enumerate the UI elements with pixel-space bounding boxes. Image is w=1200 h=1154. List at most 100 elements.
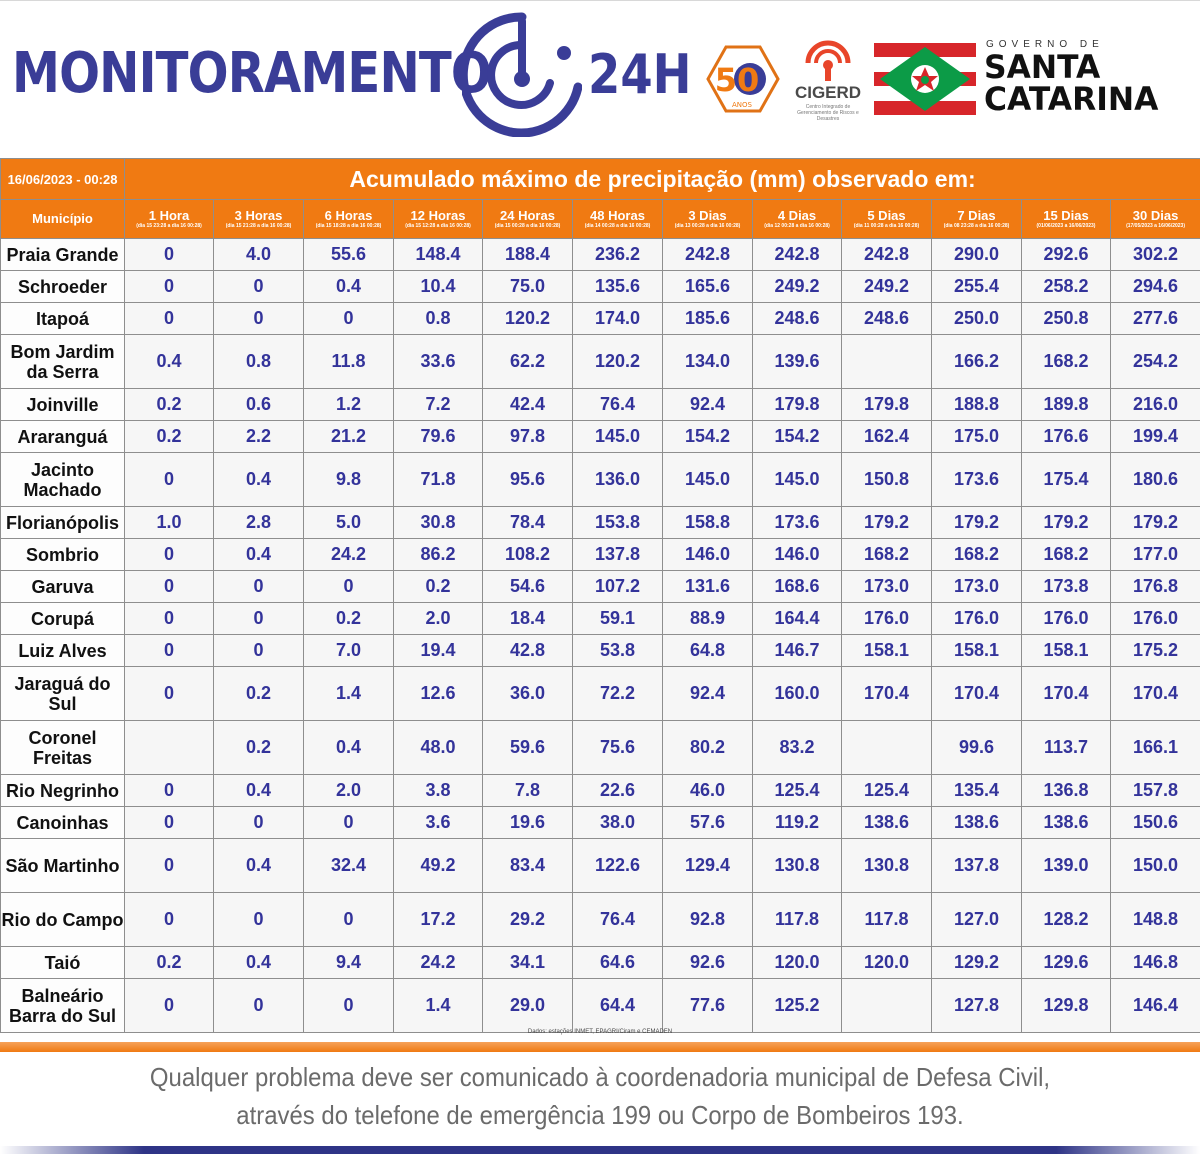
precipitation-value: 138.6 — [1021, 806, 1111, 839]
precipitation-value: 11.8 — [303, 334, 394, 389]
precipitation-value: 173.8 — [1021, 570, 1111, 603]
precipitation-value: 95.6 — [482, 452, 573, 507]
precipitation-value: 0 — [303, 806, 394, 839]
precipitation-value: 29.2 — [482, 892, 573, 947]
precipitation-value: 168.2 — [1021, 334, 1111, 389]
precipitation-value — [841, 334, 932, 389]
precipitation-value: 177.0 — [1109, 538, 1200, 571]
precipitation-value: 120.0 — [752, 946, 842, 979]
precipitation-value: 129.4 — [662, 838, 753, 893]
precipitation-value: 83.4 — [482, 838, 573, 893]
precipitation-value: 83.2 — [752, 720, 842, 775]
table-row: Rio do Campo 0 0 0 17.2 29.2 76.4 92.8 117.8 117.… — [0, 892, 1200, 947]
precipitation-value: 135.4 — [931, 774, 1022, 807]
precipitation-value: 10.4 — [393, 270, 483, 303]
precipitation-value: 7.0 — [303, 634, 394, 667]
precipitation-value: 117.8 — [841, 892, 932, 947]
precipitation-value: 216.0 — [1109, 388, 1200, 421]
precipitation-value: 146.0 — [752, 538, 842, 571]
table-row: Joinville 0.2 0.6 1.2 7.2 42.4 76.4 92.4 179.8 17… — [0, 388, 1200, 421]
period-range: (dia 14 00:28 a dia 16 00:28) — [584, 222, 651, 229]
precipitation-value: 0 — [124, 452, 214, 507]
precipitation-value: 21.2 — [303, 420, 394, 453]
precipitation-value — [124, 720, 214, 775]
precipitation-value: 302.2 — [1109, 238, 1200, 271]
precipitation-value: 168.2 — [1021, 538, 1111, 571]
precipitation-value: 7.8 — [482, 774, 573, 807]
precipitation-value: 255.4 — [931, 270, 1022, 303]
precipitation-value: 0 — [213, 978, 304, 1033]
municipality-name: Rio Negrinho — [0, 774, 125, 807]
period-header: 5 Dias (dia 11 00:28 a dia 16 00:28) — [841, 199, 932, 239]
precipitation-value: 131.6 — [662, 570, 753, 603]
precipitation-value: 0 — [124, 634, 214, 667]
precipitation-value: 92.4 — [662, 388, 753, 421]
precipitation-value: 64.6 — [572, 946, 663, 979]
table-row: Taió 0.2 0.4 9.4 24.2 34.1 64.6 92.6 120.0 120.0 1… — [0, 946, 1200, 979]
precipitation-value: 38.0 — [572, 806, 663, 839]
precipitation-value: 24.2 — [303, 538, 394, 571]
precipitation-value: 22.6 — [572, 774, 663, 807]
precipitation-value: 0 — [213, 302, 304, 335]
precipitation-value: 80.2 — [662, 720, 753, 775]
precipitation-value: 189.8 — [1021, 388, 1111, 421]
precipitation-value: 0 — [124, 570, 214, 603]
precipitation-value: 55.6 — [303, 238, 394, 271]
precipitation-value: 249.2 — [841, 270, 932, 303]
precipitation-value: 77.6 — [662, 978, 753, 1033]
municipality-name: Bom Jardim da Serra — [0, 334, 125, 389]
precipitation-value: 0 — [303, 302, 394, 335]
precipitation-value: 0 — [124, 892, 214, 947]
anniversary-word: ANOS — [732, 101, 753, 109]
precipitation-value: 0 — [124, 270, 214, 303]
precipitation-value: 292.6 — [1021, 238, 1111, 271]
precipitation-value: 176.0 — [841, 602, 932, 635]
precipitation-value: 122.6 — [572, 838, 663, 893]
precipitation-value: 173.0 — [931, 570, 1022, 603]
precipitation-value: 129.2 — [931, 946, 1022, 979]
anniversary-badge-icon: 50 ANOS — [706, 45, 780, 113]
precipitation-value: 46.0 — [662, 774, 753, 807]
precipitation-value: 0.2 — [124, 946, 214, 979]
precipitation-value: 107.2 — [572, 570, 663, 603]
precipitation-value: 175.4 — [1021, 452, 1111, 507]
precipitation-value: 0.4 — [213, 774, 304, 807]
precipitation-table: 16/06/2023 - 00:28 Acumulado máximo de p… — [0, 158, 1200, 1033]
precipitation-value: 33.6 — [393, 334, 483, 389]
precipitation-value: 258.2 — [1021, 270, 1111, 303]
report-date: 16/06/2023 - 00:28 — [0, 158, 125, 200]
precipitation-value: 179.2 — [931, 506, 1022, 539]
precipitation-value: 294.6 — [1109, 270, 1200, 303]
precipitation-value: 138.6 — [841, 806, 932, 839]
precipitation-value: 0 — [124, 838, 214, 893]
precipitation-value: 150.0 — [1109, 838, 1200, 893]
period-header: 30 Dias (17/05/2023 a 16/06/2023) — [1109, 199, 1200, 239]
municipality-name: Canoinhas — [0, 806, 125, 839]
precipitation-value: 42.8 — [482, 634, 573, 667]
precipitation-value — [841, 978, 932, 1033]
precipitation-value: 4.0 — [213, 238, 304, 271]
municipality-name: Coronel Freitas — [0, 720, 125, 775]
precipitation-value: 170.4 — [931, 666, 1022, 721]
precipitation-value: 0 — [124, 602, 214, 635]
precipitation-value: 162.4 — [841, 420, 932, 453]
precipitation-value: 88.9 — [662, 602, 753, 635]
precipitation-value: 0.2 — [124, 388, 214, 421]
precipitation-value: 136.8 — [1021, 774, 1111, 807]
municipio-header: Município — [0, 199, 125, 239]
precipitation-value: 173.6 — [752, 506, 842, 539]
municipality-name: Jacinto Machado — [0, 452, 125, 507]
municipality-name: Corupá — [0, 602, 125, 635]
precipitation-value: 0 — [213, 570, 304, 603]
table-row: Sombrio 0 0.4 24.2 86.2 108.2 137.8 146.0 146.0 1… — [0, 538, 1200, 571]
table-row: Canoinhas 0 0 0 3.6 19.6 38.0 57.6 119.2 138.6 138… — [0, 806, 1200, 839]
precipitation-value: 30.8 — [393, 506, 483, 539]
period-label: 30 Dias — [1132, 207, 1179, 223]
precipitation-value: 9.8 — [303, 452, 394, 507]
precipitation-value: 180.6 — [1109, 452, 1200, 507]
precipitation-value: 120.2 — [482, 302, 573, 335]
signal-waves-icon — [805, 40, 851, 81]
precipitation-value: 0 — [213, 806, 304, 839]
data-source-note: Dados: estações INMET, EPAGRI/Ciram e CE… — [527, 1029, 673, 1035]
precipitation-value: 71.8 — [393, 452, 483, 507]
